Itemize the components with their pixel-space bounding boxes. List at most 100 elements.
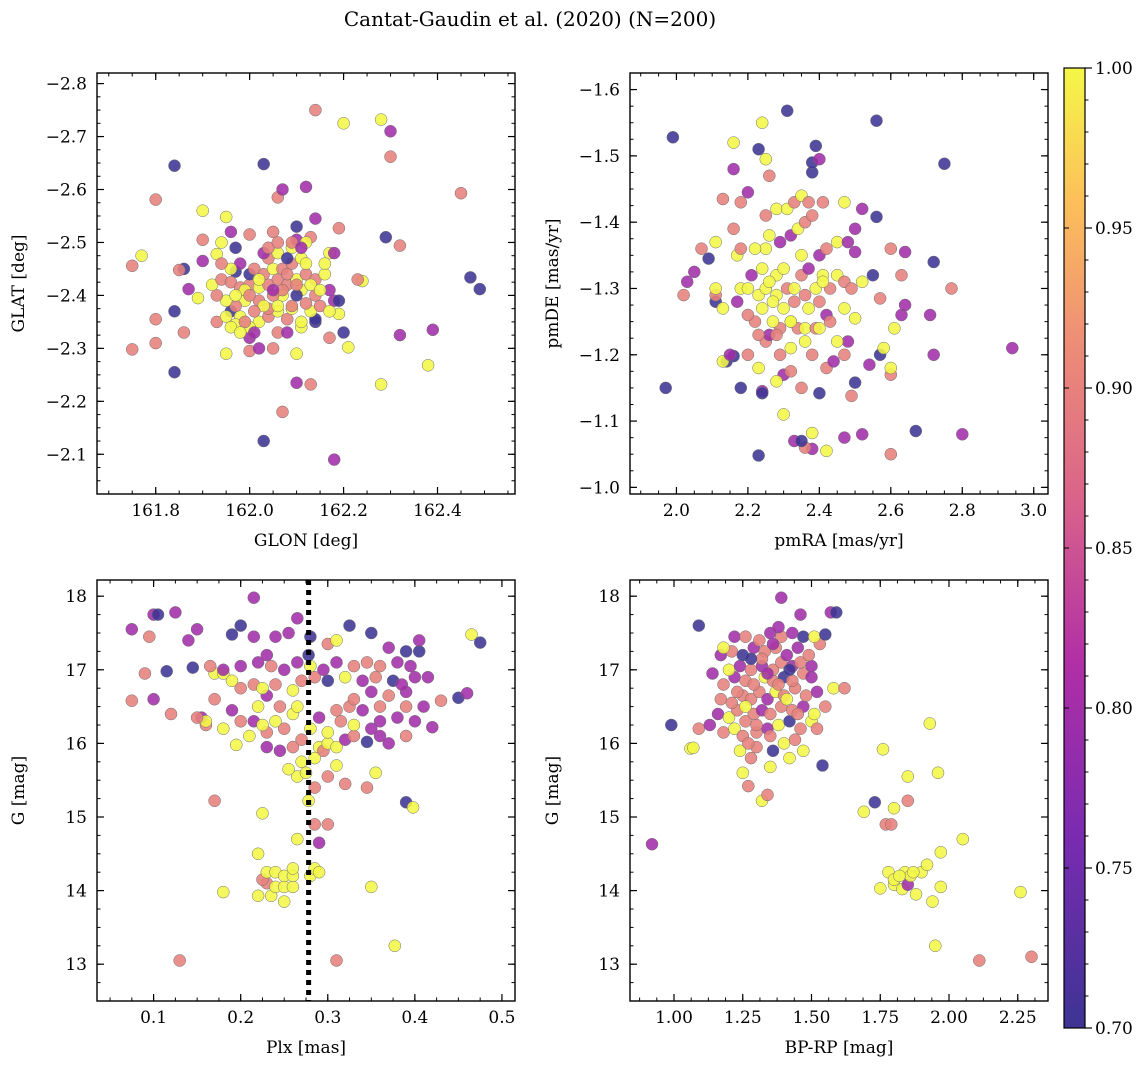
scatter-point (802, 302, 815, 315)
scatter-point (884, 242, 898, 255)
scatter-point (276, 183, 289, 196)
y-tick-label: 16 (65, 734, 87, 754)
colorbar-tick-label: 0.80 (1095, 699, 1133, 719)
scatter-point (393, 239, 407, 252)
scatter-point (725, 696, 739, 710)
scatter-point (347, 729, 361, 743)
scatter-point (312, 836, 326, 850)
scatter-point (412, 645, 426, 658)
scatter-point (177, 326, 191, 339)
scatter-point (399, 729, 413, 743)
scatter-point (733, 659, 747, 673)
scatter-point (391, 711, 404, 724)
scatter-point (330, 634, 343, 647)
scatter-point (365, 880, 378, 894)
scatter-point (752, 142, 765, 156)
scatter-point (399, 700, 413, 713)
scatter-point (766, 295, 780, 308)
scatter-point (280, 252, 294, 265)
scatter-point (149, 193, 162, 206)
scatter-point (786, 626, 799, 640)
scatter-point (717, 641, 730, 654)
scatter-point (277, 895, 291, 908)
scatter-point (276, 405, 289, 419)
scatter-point (168, 305, 181, 318)
scatter-point (938, 157, 951, 171)
scatter-point (269, 678, 282, 691)
y-tick-label: −1.2 (579, 346, 620, 366)
y-tick-label: −1.5 (579, 147, 620, 167)
scatter-points (125, 103, 487, 466)
scatter-point (772, 718, 785, 732)
x-tick-label: 1.50 (793, 1008, 831, 1028)
scatter-point (473, 636, 487, 649)
scatter-point (313, 283, 327, 297)
scatter-point (870, 114, 883, 127)
x-tick-label: 2.00 (930, 1008, 968, 1028)
x-tick-label: 2.0 (663, 501, 690, 521)
scatter-point (125, 623, 139, 636)
scatter-point (384, 150, 397, 163)
scatter-point (766, 637, 780, 651)
y-axis-label: GLAT [deg] (9, 234, 29, 332)
scatter-point (225, 628, 239, 641)
x-axis-label: BP-RP [mag] (785, 1038, 894, 1058)
scatter-point (269, 630, 282, 643)
scatter-point (687, 741, 700, 755)
y-tick-label: 14 (65, 882, 87, 902)
figure-title: Cantat-Gaudin et al. (2020) (N=200) (344, 7, 716, 31)
colorbar-tick-label: 0.75 (1095, 859, 1133, 879)
scatter-point (332, 221, 346, 235)
scatter-point (763, 169, 776, 183)
scatter-point (408, 670, 422, 684)
scatter-point (217, 722, 230, 735)
scatter-point (125, 694, 139, 707)
scatter-point (266, 283, 280, 297)
scatter-point (313, 299, 327, 313)
scatter-point (798, 322, 812, 335)
scatter-point (208, 692, 221, 706)
scatter-point (772, 620, 785, 634)
scatter-point (256, 681, 269, 695)
scatter-point (747, 678, 761, 691)
scatter-point (299, 766, 313, 780)
scatter-point (299, 297, 313, 310)
scatter-point (909, 424, 923, 438)
scatter-point (382, 689, 395, 702)
scatter-point (299, 180, 313, 194)
scatter-point (266, 342, 280, 355)
scatter-point (717, 726, 730, 739)
scatter-point (186, 661, 200, 674)
scatter-point (802, 196, 815, 209)
scatter-point (338, 670, 352, 684)
scatter-point (269, 715, 282, 728)
y-tick-label: −1.3 (579, 279, 620, 299)
colorbar: 0.70 0.75 0.80 0.85 0.90 0.95 1.00 (1063, 59, 1133, 1039)
scatter-point (382, 737, 395, 750)
scatter-point (282, 762, 295, 776)
scatter-point (374, 378, 388, 391)
scatter-point (773, 348, 787, 362)
scatter-point (786, 674, 799, 688)
scatter-point (219, 294, 233, 307)
scatter-point (838, 196, 851, 209)
x-tick-label: 0.2 (227, 1008, 254, 1028)
scatter-point (884, 447, 898, 461)
scatter-point (271, 299, 285, 313)
scatter-point (147, 692, 160, 706)
scatter-point (356, 674, 369, 688)
x-tick-label: 1.00 (655, 1008, 693, 1028)
scatter-point (318, 267, 332, 281)
scatter-point (773, 235, 787, 249)
scatter-point (323, 331, 336, 345)
scatter-point (777, 408, 790, 421)
scatter-point (369, 670, 382, 684)
y-axis-label: G [mag] (543, 756, 563, 825)
scatter-point (931, 766, 945, 780)
panel-2: 2.0 2.2 2.4 2.6 2.8 3.0 −1.0 −1.1 −1.2 −1.3 −1.4 −1… (543, 72, 1049, 551)
scatter-point (190, 711, 204, 724)
scatter-point (752, 328, 765, 342)
scatter-point (706, 667, 719, 680)
scatter-point (338, 777, 352, 791)
scatter-point (168, 365, 181, 379)
